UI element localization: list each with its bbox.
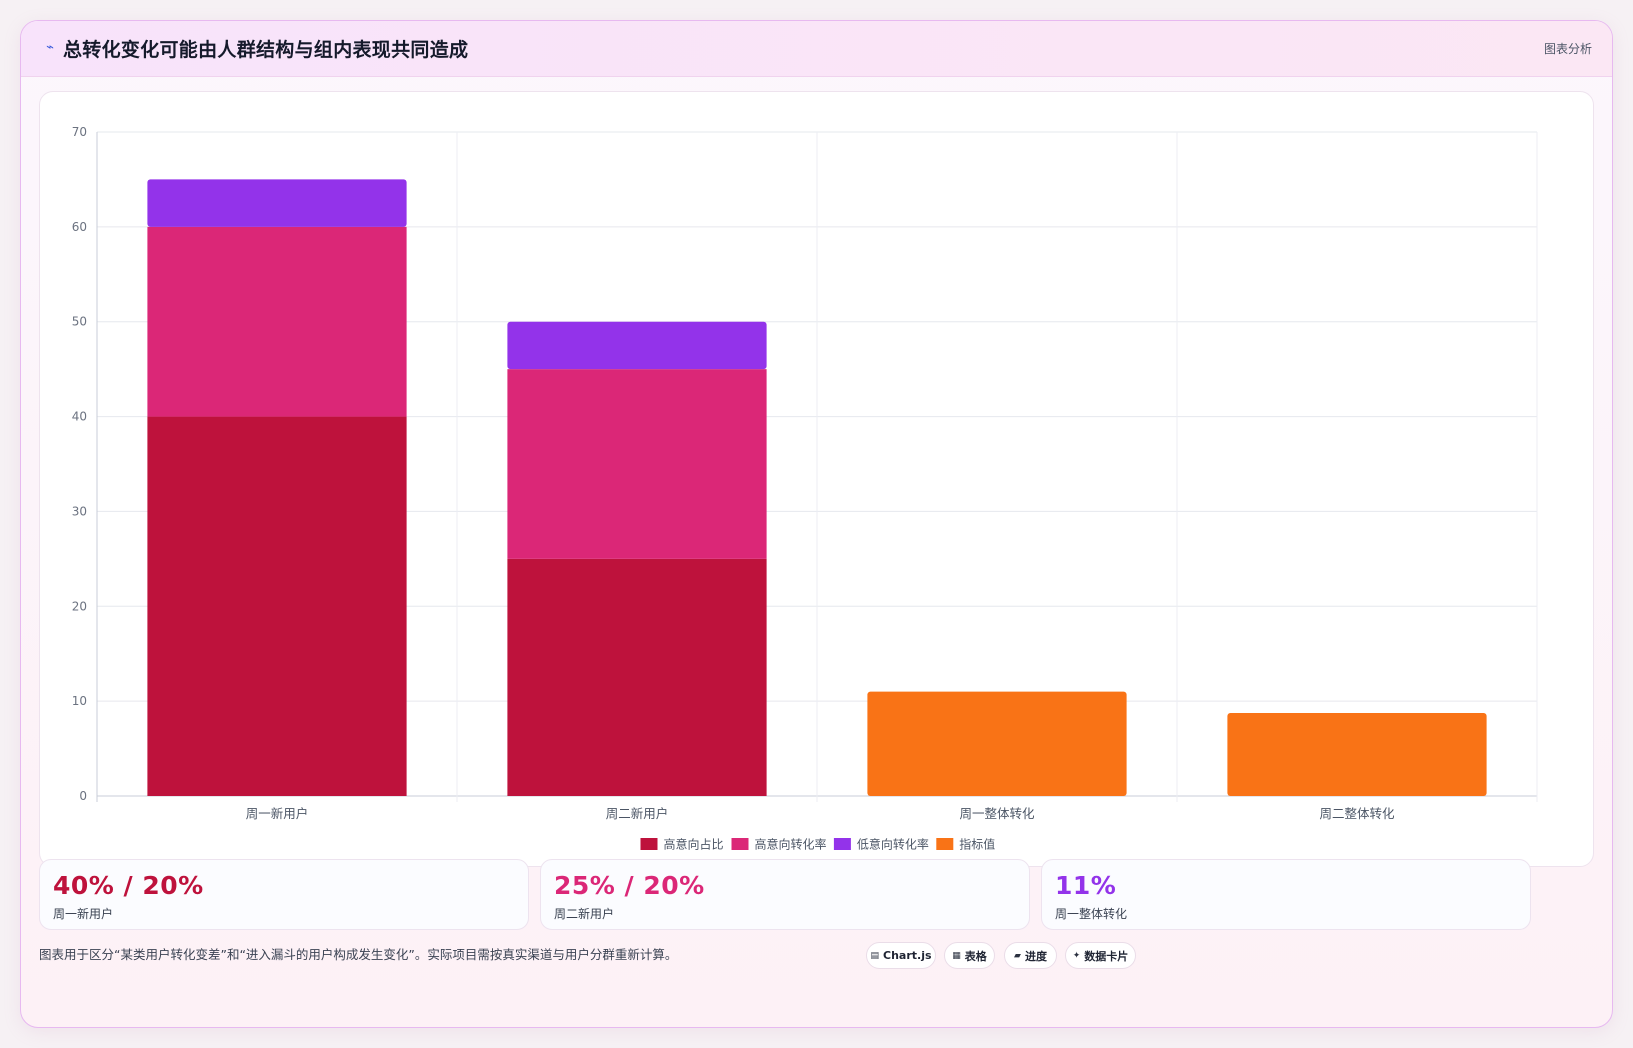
y-tick-label: 20 [72,599,87,613]
y-tick-label: 0 [79,789,87,803]
x-tick-label: 周一整体转化 [959,806,1035,821]
stat-card-monday-overall: 11% 周一整体转化 [1041,859,1531,930]
stat-label: 周一新用户 [53,907,114,921]
stat-value: 25% / 20% [554,871,705,900]
pill-progress[interactable]: ▰ 进度 [1004,942,1057,969]
pill-table[interactable]: ▦ 表格 [944,942,995,969]
legend-label: 高意向占比 [664,837,724,852]
y-tick-label: 60 [72,220,87,234]
pill-label: 表格 [964,949,987,963]
bar-segment [867,691,1127,796]
y-tick-label: 30 [72,504,87,518]
trend-icon: ⌁ [46,40,54,55]
bar-segment [147,416,407,796]
legend-swatch [640,838,658,850]
card-icon: ✦ [1072,950,1081,961]
pill-data-card[interactable]: ✦ 数据卡片 [1065,942,1136,969]
chart-panel: 0 10 20 30 40 50 60 70 周一新用户 周二新用户 周一整体转化 周二整体转化高意向… [39,91,1594,867]
chart-icon: ▤ [870,950,879,961]
legend-label: 低意向转化率 [857,837,929,852]
card-header: ⌁ 总转化变化可能由人群结构与组内表现共同造成 图表分析 [21,21,1612,77]
y-tick-label: 50 [72,315,87,329]
pill-label: Chart.js [883,949,932,962]
pill-chartjs[interactable]: ▤ Chart.js [866,942,936,969]
stat-label: 周一整体转化 [1055,907,1128,921]
footnote: 图表用于区分“某类用户转化变差”和“进入漏斗的用户构成发生变化”。实际项目需按真… [39,947,678,962]
page-title: 总转化变化可能由人群结构与组内表现共同造成 [63,39,469,61]
x-tick-label: 周二新用户 [606,806,669,821]
pill-label: 数据卡片 [1084,949,1129,963]
legend-label: 指标值 [959,837,995,852]
y-tick-label: 10 [72,694,87,708]
legend-swatch [833,838,851,850]
progress-icon: ▰ [1014,950,1021,961]
header-tag: 图表分析 [1543,42,1592,56]
stat-card-monday-new: 40% / 20% 周一新用户 [39,859,529,930]
stat-label: 周二新用户 [554,907,615,921]
stat-value: 11% [1055,871,1117,900]
table-icon: ▦ [952,950,961,961]
x-tick-label: 周一新用户 [246,806,309,821]
x-tick-label: 周二整体转化 [1319,806,1395,821]
bar-segment [507,558,767,796]
legend-swatch [936,838,954,850]
stat-card-tuesday-new: 25% / 20% 周二新用户 [540,859,1030,930]
bar-segment [1227,713,1487,796]
pill-label: 进度 [1024,949,1047,963]
bar-segment [507,369,767,559]
analysis-card: ⌁ 总转化变化可能由人群结构与组内表现共同造成 图表分析 0 10 20 30 40 50… [20,20,1613,1028]
bar-segment [507,321,767,370]
stacked-bar-chart: 0 10 20 30 40 50 60 70 周一新用户 周二新用户 周一整体转化 周二整体转化高意向… [72,125,1538,852]
y-tick-label: 70 [72,125,87,139]
legend-swatch [731,838,749,850]
y-tick-label: 40 [72,410,87,424]
bar-segment [147,226,407,417]
legend-label: 高意向转化率 [755,837,827,852]
bar-segment [147,179,407,227]
stat-value: 40% / 20% [53,871,204,900]
